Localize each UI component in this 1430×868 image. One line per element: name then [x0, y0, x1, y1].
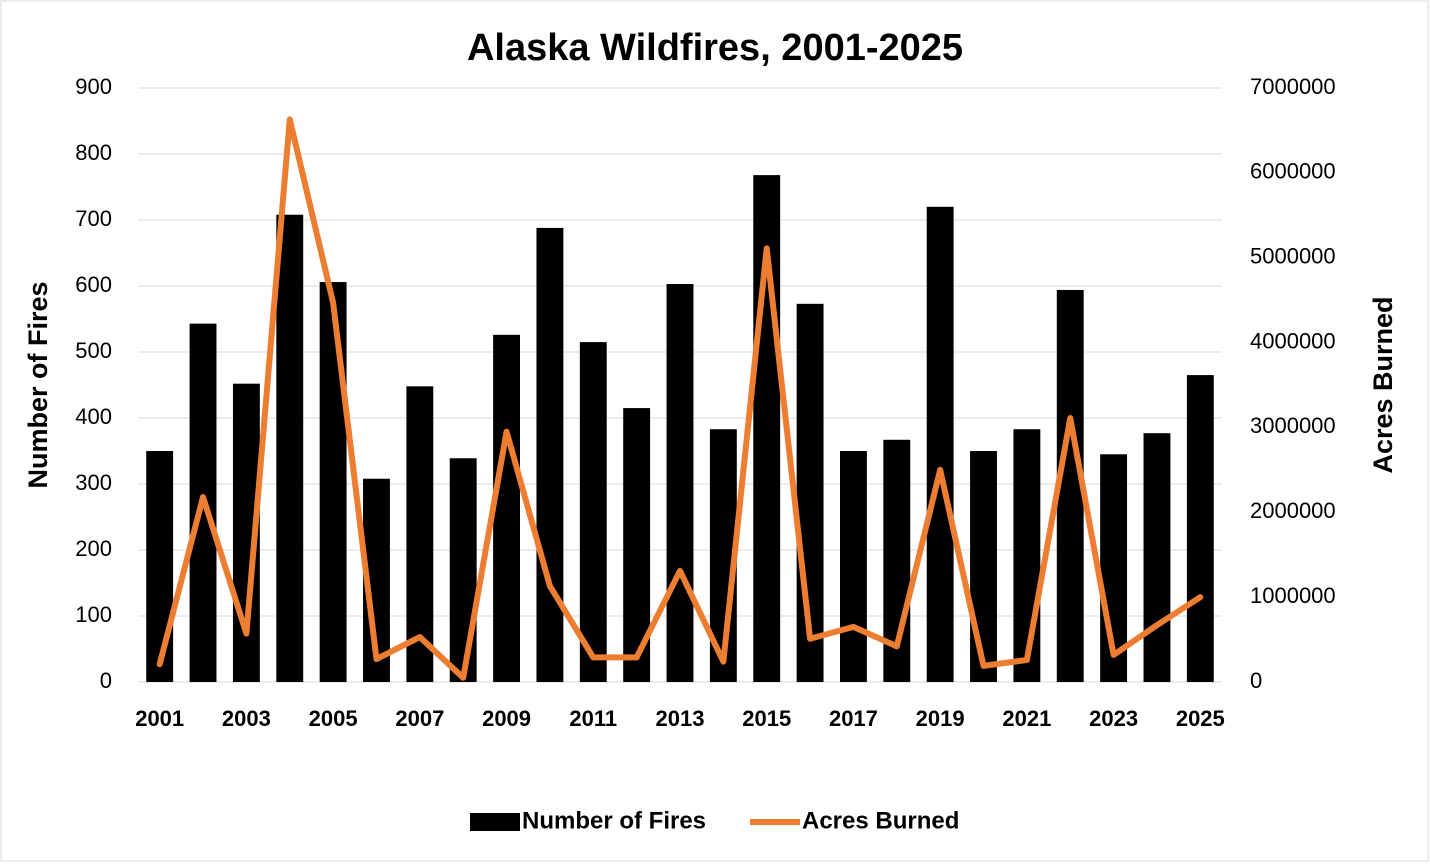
y-tick-label: 300 — [75, 470, 112, 495]
y-tick-label: 900 — [75, 74, 112, 99]
y-tick-label: 500 — [75, 338, 112, 363]
bar — [449, 458, 477, 682]
bar — [926, 206, 954, 683]
x-tick-label: 2025 — [1176, 706, 1225, 731]
y2-tick-label: 3000000 — [1250, 413, 1336, 438]
bar — [1143, 433, 1171, 682]
chart-title: Alaska Wildfires, 2001-2025 — [467, 27, 963, 69]
legend-swatch — [470, 813, 520, 831]
bar — [666, 284, 694, 682]
y-tick-label: 400 — [75, 404, 112, 429]
x-tick-label: 2011 — [569, 706, 617, 731]
bar — [1056, 289, 1084, 682]
bar — [839, 451, 867, 682]
bar — [406, 386, 434, 682]
x-tick-label: 2017 — [829, 706, 878, 731]
y-tick-label: 100 — [75, 602, 112, 627]
y-tick-label: 800 — [75, 140, 112, 165]
y2-tick-label: 6000000 — [1250, 159, 1336, 184]
y-tick-label: 700 — [75, 206, 112, 231]
y2-tick-label: 1000000 — [1250, 583, 1336, 608]
bar — [276, 214, 304, 682]
x-tick-label: 2023 — [1089, 706, 1138, 731]
x-tick-label: 2019 — [916, 706, 965, 731]
bar — [493, 334, 521, 682]
y2-tick-label: 4000000 — [1250, 328, 1336, 353]
bar — [146, 451, 174, 682]
y2-axis-title: Acres Burned — [1368, 296, 1398, 473]
legend-label: Number of Fires — [522, 807, 706, 834]
y2-tick-label: 7000000 — [1250, 74, 1336, 99]
bar — [970, 451, 997, 682]
x-tick-label: 2021 — [1002, 706, 1051, 731]
x-tick-label: 2007 — [395, 706, 444, 731]
bar — [579, 342, 607, 682]
x-tick-label: 2001 — [135, 706, 184, 731]
bar — [1186, 375, 1214, 682]
y-tick-label: 200 — [75, 536, 112, 561]
bar — [319, 282, 347, 682]
y2-tick-label: 2000000 — [1250, 498, 1336, 523]
x-tick-label: 2003 — [222, 706, 271, 731]
x-tick-label: 2013 — [656, 706, 705, 731]
line — [156, 116, 1204, 681]
x-tick-label: 2015 — [742, 706, 791, 731]
y-axis-title: Number of Fires — [23, 281, 53, 488]
bar — [1013, 429, 1041, 682]
x-tick-label: 2009 — [482, 706, 531, 731]
x-tick-label: 2005 — [309, 706, 358, 731]
y-tick-label: 600 — [75, 272, 112, 297]
y-tick-label: 0 — [100, 668, 112, 693]
y2-tick-label: 5000000 — [1250, 244, 1336, 269]
y2-tick-label: 0 — [1250, 668, 1262, 693]
legend-label: Acres Burned — [802, 807, 959, 834]
bar — [536, 227, 564, 683]
